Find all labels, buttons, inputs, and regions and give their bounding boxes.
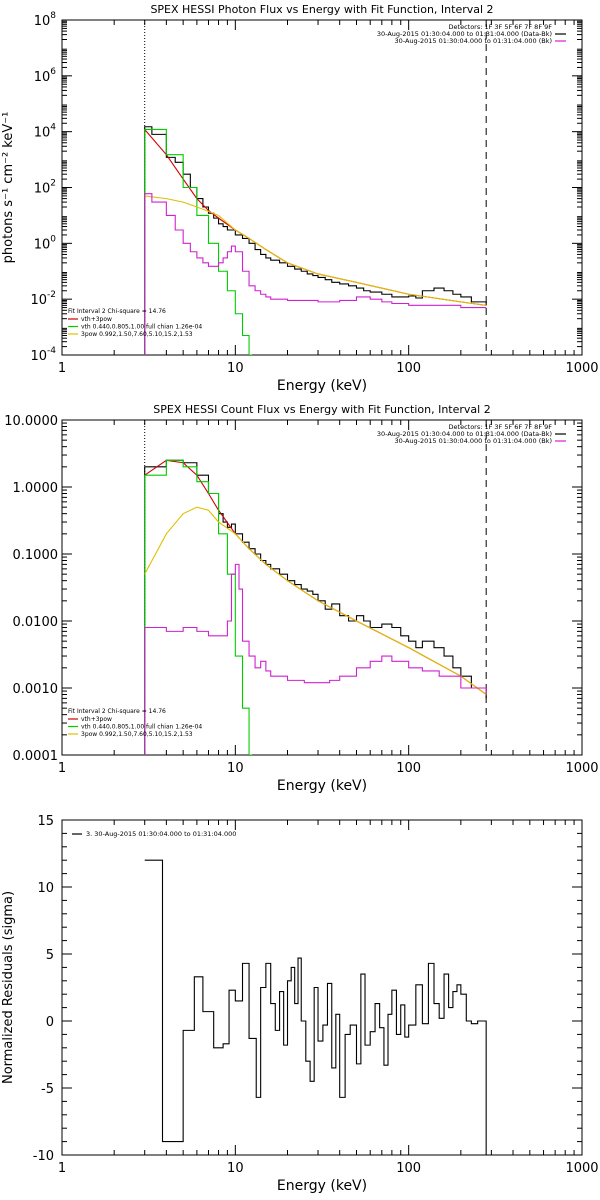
y-tick-label: 10 — [37, 881, 54, 896]
chart-title: SPEX HESSI Count Flux vs Energy with Fit… — [153, 403, 490, 416]
x-tick-label: 1 — [58, 361, 66, 376]
x-tick-label: 100 — [396, 761, 421, 776]
x-tick-label: 100 — [396, 361, 421, 376]
y-tick-label: 106 — [34, 67, 57, 85]
legend-bottom: Fit Interval 2 Chi-square = 14.76vth+3po… — [68, 708, 202, 738]
legend-entry: Detectors: 1F 3F 5F 6F 7F 8F 9F — [449, 23, 553, 31]
x-axis-label: Energy (keV) — [277, 1178, 367, 1194]
legend-entry: vth+3pow — [81, 316, 112, 323]
legend-entry: 30-Aug-2015 01:30:04.000 to 01:31:04.000… — [377, 30, 552, 38]
legend-entry: 30-Aug-2015 01:30:04.000 to 01:31:04.000… — [395, 37, 552, 45]
y-tick-label: 15 — [37, 814, 54, 829]
y-axis: 10-4 10-2 100 102 104 106 108 — [30, 11, 582, 364]
x-tick-label: 10 — [227, 361, 244, 376]
series-vth — [144, 128, 253, 355]
legend-header: Fit Interval 2 Chi-square = 14.76 — [68, 708, 166, 715]
y-tick-label: -5 — [41, 1082, 54, 1097]
chart-title: SPEX HESSI Photon Flux vs Energy with Fi… — [150, 3, 493, 16]
y-tick-label: 108 — [34, 11, 57, 29]
plot-frame — [61, 819, 583, 1156]
legend-entry: 3pow 0.992,1.50,7.60,5.10,15.2,1.53 — [81, 331, 193, 338]
x-tick-label: 10 — [227, 761, 244, 776]
legend-top: Detectors: 1F 3F 5F 6F 7F 8F 9F30-Aug-20… — [377, 423, 566, 445]
series-group — [144, 859, 487, 1155]
legend-entry: vth 0.440,0.805,1.00 full chian 1.26e-04 — [81, 724, 202, 731]
legend-entry: 30-Aug-2015 01:30:04.000 to 01:31:04.000… — [377, 430, 552, 438]
x-axis-label: Energy (keV) — [277, 778, 367, 794]
series-group — [144, 459, 487, 755]
x-tick-label: 10 — [227, 1161, 244, 1176]
y-tick-label: 0.0010 — [13, 682, 59, 697]
legend-entry: 3. 30-Aug-2015 01:30:04.000 to 01:31:04.… — [86, 830, 236, 838]
x-axis-label: Energy (keV) — [277, 378, 367, 394]
legend-bottom: Fit Interval 2 Chi-square = 14.76vth+3po… — [68, 308, 202, 338]
legend-header: Fit Interval 2 Chi-square = 14.76 — [68, 308, 166, 315]
y-axis-label: Normalized Residuals (sigma) — [1, 891, 16, 1084]
x-axis: 1 10 100 1000 — [58, 420, 599, 776]
legend-entry: vth+3pow — [81, 716, 112, 723]
x-tick-label: 100 — [396, 1161, 421, 1176]
legend-entry: 30-Aug-2015 01:30:04.000 to 01:31:04.000… — [395, 437, 552, 445]
chart-panel-2: SPEX HESSI Count Flux vs Energy with Fit… — [4, 403, 598, 794]
chart-panel-3: 1 10 100 1000 Energy (keV) -10 -5 0 5 10 15 Normali… — [1, 814, 599, 1194]
y-tick-label: 10-4 — [30, 346, 56, 364]
y-axis: -10 -5 0 5 10 15 — [33, 814, 582, 1164]
series-bk — [144, 563, 487, 755]
series-3-30-aug-2015-01-30-04-000-to-01-31-04-000 — [144, 859, 487, 1155]
series-group — [144, 126, 487, 355]
series-bk — [144, 193, 487, 355]
legend-top: Detectors: 1F 3F 5F 6F 7F 8F 9F30-Aug-20… — [377, 23, 566, 45]
legend-top: 3. 30-Aug-2015 01:30:04.000 to 01:31:04.… — [72, 830, 236, 838]
y-axis: 0.0001 0.0010 0.0100 0.1000 1.0000 10.0000 — [4, 414, 582, 764]
y-tick-label: 104 — [34, 123, 57, 141]
x-tick-label: 1000 — [565, 761, 598, 776]
legend-entry: vth 0.440,0.805,1.00 full chian 1.26e-04 — [81, 324, 202, 331]
x-tick-label: 1000 — [565, 361, 598, 376]
y-tick-label: -10 — [33, 1149, 54, 1164]
x-axis: 1 10 100 1000 — [58, 20, 599, 376]
x-tick-label: 1000 — [565, 1161, 598, 1176]
legend-entry: Detectors: 1F 3F 5F 6F 7F 8F 9F — [449, 423, 553, 431]
chart-panel-1: SPEX HESSI Photon Flux vs Energy with Fi… — [1, 3, 599, 394]
x-axis: 1 10 100 1000 — [58, 820, 599, 1176]
series-3pow — [144, 506, 487, 695]
series-data-bk — [144, 126, 487, 355]
x-tick-label: 1 — [58, 761, 66, 776]
y-tick-label: 1.0000 — [13, 481, 59, 496]
y-tick-label: 10-2 — [30, 290, 56, 308]
y-axis-label: photons s⁻¹ cm⁻² keV⁻¹ — [1, 112, 16, 264]
y-tick-label: 0.0100 — [13, 615, 59, 630]
y-tick-label: 102 — [34, 179, 56, 197]
plot-frame — [61, 419, 583, 756]
y-tick-label: 0.0001 — [13, 749, 59, 764]
y-tick-label: 100 — [34, 234, 57, 252]
y-tick-label: 0.1000 — [13, 548, 59, 563]
x-tick-label: 1 — [58, 1161, 66, 1176]
legend-entry: 3pow 0.992,1.50,7.60,5.10,15.2,1.53 — [81, 731, 193, 738]
y-tick-label: 10.0000 — [4, 414, 58, 429]
y-tick-label: 5 — [46, 948, 54, 963]
series-vth — [144, 459, 253, 755]
series-3pow — [144, 195, 487, 306]
y-tick-label: 0 — [46, 1015, 54, 1030]
